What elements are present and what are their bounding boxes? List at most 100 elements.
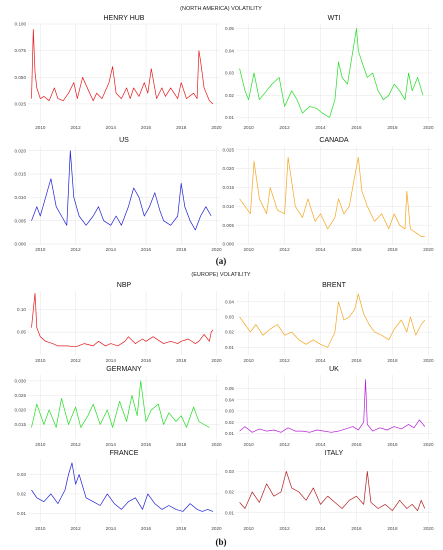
y-tick-label: 0.000: [15, 242, 27, 247]
series-line-uk: [239, 379, 426, 433]
y-tick-label: 0.025: [15, 101, 27, 106]
y-tick-label: 0.01: [225, 345, 234, 350]
y-tick-label: 0.01: [225, 510, 234, 515]
y-tick-label: 0.02: [17, 492, 26, 497]
x-tick-label: 2014: [315, 247, 326, 252]
x-tick-label: 2018: [387, 247, 398, 252]
x-tick-label: 2018: [387, 125, 398, 130]
y-tick-label: 0.02: [225, 490, 234, 495]
x-tick-label: 2014: [315, 125, 326, 130]
series-line-italy: [239, 471, 426, 511]
y-tick-label: 0.03: [225, 315, 234, 320]
x-tick-label: 2010: [243, 442, 254, 447]
x-tick-label: 2012: [279, 125, 290, 130]
y-tick-label: 0.02: [225, 93, 234, 98]
x-tick-label: 2018: [176, 125, 187, 130]
x-tick-label: 2012: [70, 125, 81, 130]
y-tick-label: 0.010: [15, 195, 27, 200]
x-tick-label: 2014: [106, 358, 117, 363]
y-tick-label: 0.04: [225, 397, 234, 402]
x-tick-label: 2020: [211, 125, 222, 130]
x-tick-label: 2016: [351, 358, 362, 363]
x-tick-label: 2010: [243, 526, 254, 531]
x-tick-label: 2010: [35, 247, 46, 252]
x-tick-label: 2010: [35, 358, 46, 363]
x-tick-label: 2014: [315, 442, 326, 447]
y-tick-label: 0.000: [223, 242, 235, 247]
x-tick-label: 2018: [176, 526, 187, 531]
series-line-brent: [239, 293, 426, 348]
x-tick-label: 2010: [243, 125, 254, 130]
x-tick-label: 2016: [351, 442, 362, 447]
y-tick-label: 0.05: [225, 26, 234, 31]
panel-henry-hub: HENRY HUB 2010 2012 2014 2016 2018 2020 0.025 0.…: [15, 15, 223, 130]
x-tick-label: 2010: [35, 442, 46, 447]
y-tick-label: 0.010: [223, 204, 235, 209]
y-tick-label: 0.005: [223, 223, 235, 228]
x-tick-label: 2014: [106, 125, 117, 130]
y-tick-label: 0.025: [15, 393, 27, 398]
panel-title-italy: ITALY: [325, 450, 344, 457]
y-tick-label: 0.03: [225, 409, 234, 414]
x-tick-label: 2012: [70, 526, 81, 531]
panel-title-wti: WTI: [328, 15, 341, 22]
x-tick-label: 2014: [106, 247, 117, 252]
y-tick-label: 0.01: [225, 431, 234, 436]
y-tick-label: 0.100: [15, 22, 27, 27]
caption-a: (a): [216, 256, 227, 266]
x-tick-label: 2010: [35, 125, 46, 130]
x-tick-label: 2010: [243, 247, 254, 252]
x-tick-label: 2014: [106, 442, 117, 447]
y-tick-label: 0.015: [15, 422, 27, 427]
y-tick-label: 0.01: [17, 511, 26, 516]
x-tick-label: 2014: [315, 526, 326, 531]
y-tick-label: 0.015: [223, 185, 235, 190]
y-tick-label: 0.03: [17, 472, 26, 477]
panel-canada: CANADA 2010 2012 2014 2016 2018 2020 0.000 0.005…: [223, 137, 434, 252]
x-tick-label: 2016: [351, 125, 362, 130]
x-tick-label: 2012: [279, 247, 290, 252]
panel-title-canada: CANADA: [319, 137, 349, 144]
x-tick-label: 2016: [141, 247, 152, 252]
panel-wti: WTI 2010 2012 2014 2016 2018 2020 0.01 0.02 0.03 0…: [225, 15, 434, 130]
y-tick-label: 0.04: [225, 48, 234, 53]
x-tick-label: 2020: [423, 358, 434, 363]
panel-title-nbp: NBP: [117, 282, 132, 289]
y-tick-label: 0.02: [225, 330, 234, 335]
panels: HENRY HUB 2010 2012 2014 2016 2018 2020 0.025 0.…: [15, 15, 434, 531]
x-tick-label: 2012: [279, 442, 290, 447]
y-tick-label: 0.075: [15, 48, 27, 53]
x-tick-label: 2012: [70, 247, 81, 252]
series-line-wti: [239, 28, 424, 118]
series-line-nbp: [31, 292, 214, 348]
x-tick-label: 2020: [423, 247, 434, 252]
x-tick-label: 2016: [141, 358, 152, 363]
x-tick-label: 2014: [106, 526, 117, 531]
x-tick-label: 2012: [70, 358, 81, 363]
x-tick-label: 2010: [35, 526, 46, 531]
y-tick-label: 0.03: [225, 469, 234, 474]
north-america-title: (NORTH AMERICA) VOLATILITY: [180, 6, 262, 12]
y-tick-label: 0.030: [15, 378, 27, 383]
x-tick-label: 2016: [351, 526, 362, 531]
europe-title: (EUROPE) VOLATILITY: [191, 272, 251, 278]
x-tick-label: 2020: [211, 247, 222, 252]
y-tick-label: 0.005: [15, 218, 27, 223]
panel-france: FRANCE 2010 2012 2014 2016 2018 2020 0.01 0.02 0.…: [17, 450, 222, 531]
y-tick-label: 0.02: [225, 420, 234, 425]
panel-title-us: US: [119, 137, 129, 144]
x-tick-label: 2014: [315, 358, 326, 363]
panel-brent: BRENT 2010 2012 2014 2016 2018 2020 0.01 0.02 0.0…: [225, 282, 434, 363]
x-tick-label: 2016: [141, 125, 152, 130]
x-tick-label: 2016: [351, 247, 362, 252]
y-tick-label: 0.020: [223, 166, 235, 171]
panel-italy: ITALY 2010 2012 2014 2016 2018 2020 0.01 0.02 0.0…: [225, 450, 434, 531]
x-tick-label: 2018: [176, 247, 187, 252]
series-line-us: [31, 150, 212, 231]
x-tick-label: 2020: [211, 526, 222, 531]
x-tick-label: 2020: [423, 526, 434, 531]
y-tick-label: 0.10: [17, 307, 26, 312]
panel-title-germany: GERMANY: [106, 366, 142, 373]
panel-title-henry-hub: HENRY HUB: [104, 15, 145, 22]
x-tick-label: 2018: [387, 526, 398, 531]
